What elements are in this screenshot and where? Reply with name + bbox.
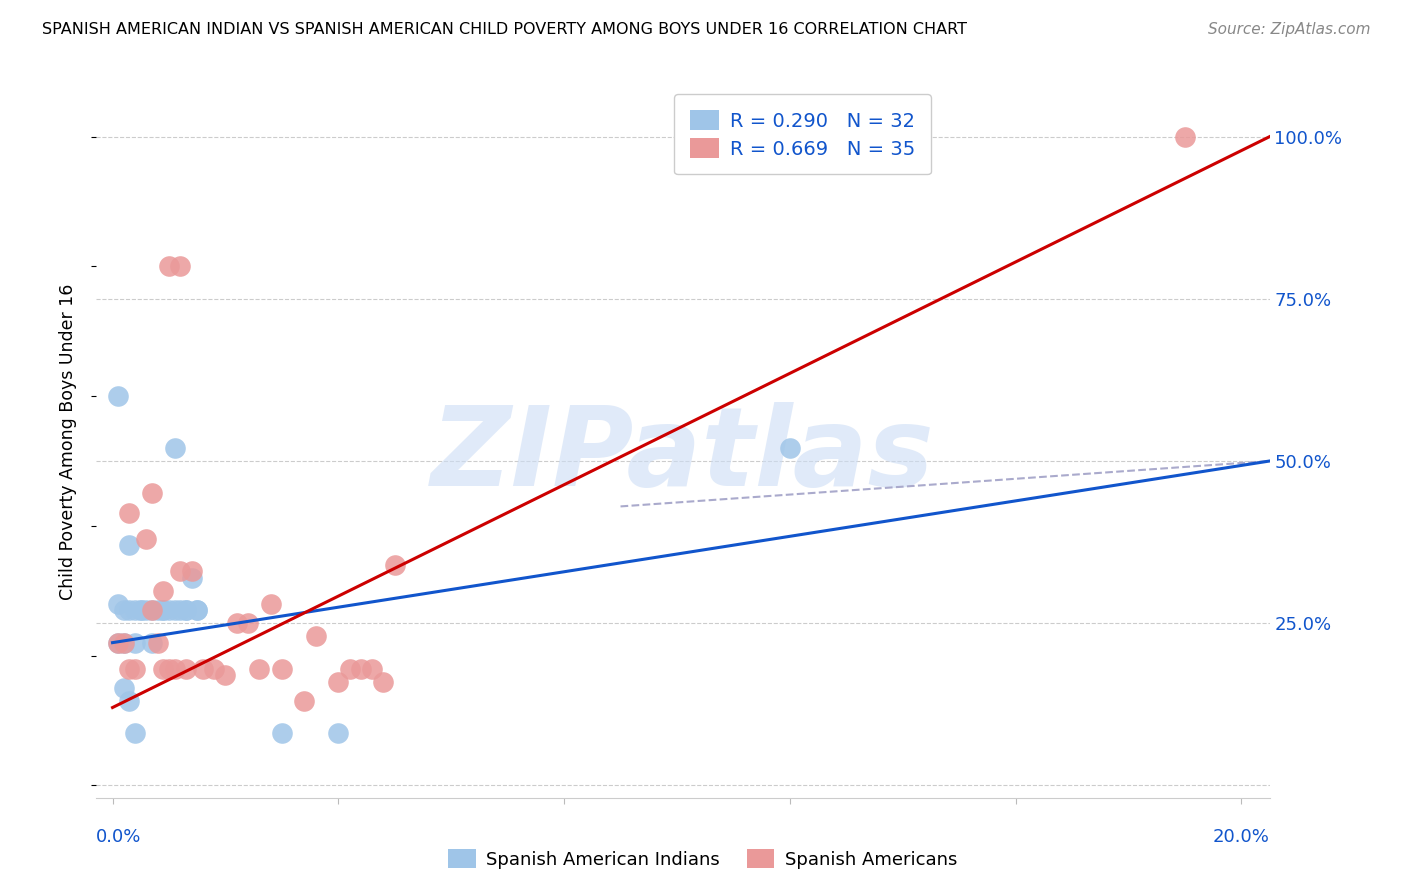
Point	[191, 662, 214, 676]
Point	[152, 603, 174, 617]
Text: 20.0%: 20.0%	[1213, 828, 1270, 846]
Point	[214, 668, 236, 682]
Point	[163, 603, 186, 617]
Point	[169, 260, 191, 274]
Point	[146, 603, 169, 617]
Point	[270, 662, 292, 676]
Point	[118, 538, 141, 552]
Point	[163, 662, 186, 676]
Point	[259, 597, 281, 611]
Point	[107, 635, 129, 649]
Point	[339, 662, 361, 676]
Point	[236, 616, 259, 631]
Text: Source: ZipAtlas.com: Source: ZipAtlas.com	[1208, 22, 1371, 37]
Text: ZIPatlas: ZIPatlas	[430, 402, 935, 509]
Point	[174, 603, 197, 617]
Point	[141, 603, 163, 617]
Point	[141, 603, 163, 617]
Point	[328, 726, 350, 740]
Legend: R = 0.290   N = 32, R = 0.669   N = 35: R = 0.290 N = 32, R = 0.669 N = 35	[673, 95, 931, 175]
Point	[107, 597, 129, 611]
Point	[112, 635, 135, 649]
Point	[202, 662, 225, 676]
Point	[1174, 129, 1197, 144]
Point	[305, 629, 328, 643]
Point	[107, 389, 129, 403]
Point	[384, 558, 406, 572]
Point	[135, 532, 157, 546]
Text: 0.0%: 0.0%	[96, 828, 141, 846]
Point	[107, 635, 129, 649]
Point	[129, 603, 152, 617]
Point	[129, 603, 152, 617]
Point	[779, 441, 801, 455]
Point	[112, 635, 135, 649]
Point	[361, 662, 384, 676]
Point	[328, 674, 350, 689]
Y-axis label: Child Poverty Among Boys Under 16: Child Poverty Among Boys Under 16	[59, 284, 77, 599]
Point	[157, 260, 180, 274]
Point	[118, 694, 141, 708]
Legend: Spanish American Indians, Spanish Americans: Spanish American Indians, Spanish Americ…	[441, 842, 965, 876]
Point	[152, 583, 174, 598]
Point	[247, 662, 270, 676]
Point	[186, 603, 208, 617]
Point	[152, 662, 174, 676]
Point	[157, 662, 180, 676]
Point	[180, 564, 202, 578]
Point	[146, 635, 169, 649]
Point	[270, 726, 292, 740]
Point	[112, 603, 135, 617]
Point	[169, 603, 191, 617]
Point	[141, 486, 163, 500]
Point	[135, 603, 157, 617]
Point	[169, 564, 191, 578]
Point	[124, 635, 146, 649]
Point	[124, 662, 146, 676]
Point	[152, 603, 174, 617]
Text: SPANISH AMERICAN INDIAN VS SPANISH AMERICAN CHILD POVERTY AMONG BOYS UNDER 16 CO: SPANISH AMERICAN INDIAN VS SPANISH AMERI…	[42, 22, 967, 37]
Point	[163, 441, 186, 455]
Point	[373, 674, 395, 689]
Point	[157, 603, 180, 617]
Point	[112, 681, 135, 695]
Point	[141, 635, 163, 649]
Point	[124, 726, 146, 740]
Point	[118, 603, 141, 617]
Point	[118, 506, 141, 520]
Point	[350, 662, 373, 676]
Point	[180, 571, 202, 585]
Point	[294, 694, 316, 708]
Point	[174, 603, 197, 617]
Point	[225, 616, 247, 631]
Point	[174, 662, 197, 676]
Point	[186, 603, 208, 617]
Point	[118, 662, 141, 676]
Point	[124, 603, 146, 617]
